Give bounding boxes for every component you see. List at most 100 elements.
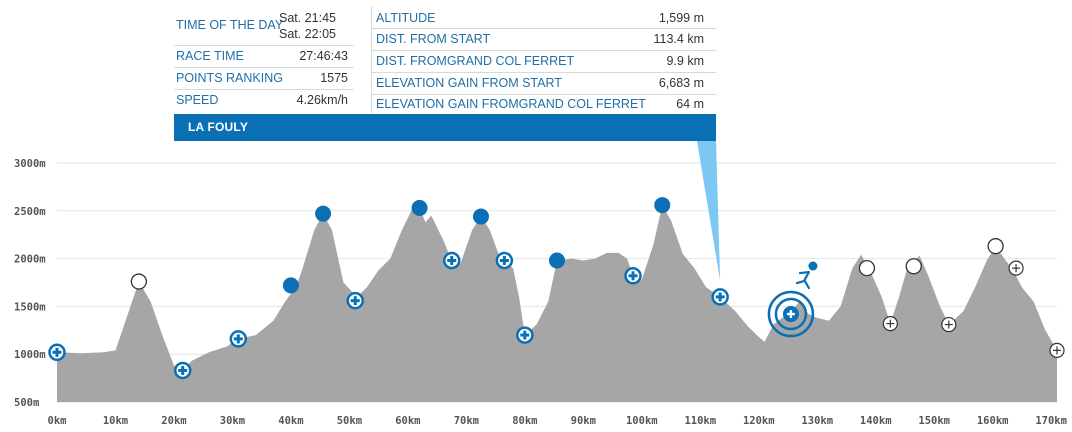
time-of-day-value-2: Sat. 22:05 bbox=[279, 27, 336, 41]
dist-from-start-value: 113.4 km bbox=[653, 32, 705, 46]
aid-station-icon bbox=[1008, 260, 1024, 276]
location-name: LA FOULY bbox=[188, 120, 249, 134]
x-tick-label: 90km bbox=[571, 415, 596, 427]
aid-station-icon bbox=[1049, 342, 1065, 358]
aid-station-cross-v bbox=[450, 256, 454, 266]
gain-from-start-value: 6,683 m bbox=[658, 76, 704, 90]
x-tick-label: 50km bbox=[337, 415, 362, 427]
location-banner: LA FOULY bbox=[174, 114, 716, 141]
summit-marker bbox=[282, 277, 299, 294]
x-tick-label: 20km bbox=[161, 415, 186, 427]
gain-from-col-label: ELEVATION GAIN FROMGRAND COL FERRET bbox=[376, 97, 646, 111]
gain-from-start-label: ELEVATION GAIN FROM START bbox=[376, 76, 562, 90]
altitude-label: ALTITUDE bbox=[376, 11, 436, 25]
runner-ring bbox=[767, 290, 815, 338]
y-tick-label: 500m bbox=[14, 397, 39, 409]
aid-station-cross-v bbox=[631, 271, 635, 281]
x-tick-label: 140km bbox=[860, 415, 892, 427]
y-tick-label: 1500m bbox=[14, 301, 46, 313]
divider bbox=[174, 67, 354, 68]
x-tick-label: 30km bbox=[220, 415, 245, 427]
x-tick-labels: 0km 10km 20km 30km 40km 50km 60km 70km 80km 90km 1… bbox=[48, 415, 1067, 427]
time-of-day-label: TIME OF THE DAY bbox=[176, 18, 284, 32]
runner-body bbox=[795, 270, 811, 290]
aid-station-cross-v bbox=[718, 292, 722, 302]
y-tick-label: 1000m bbox=[14, 349, 46, 361]
x-tick-label: 150km bbox=[918, 415, 950, 427]
summit-marker bbox=[315, 205, 332, 222]
runner-cross-v bbox=[789, 310, 793, 319]
column-divider bbox=[371, 6, 372, 114]
time-of-day-value-1: Sat. 21:45 bbox=[279, 11, 336, 25]
aid-station-cross-v bbox=[181, 365, 185, 375]
aid-station-icon bbox=[516, 326, 534, 344]
aid-station-cross-v bbox=[55, 347, 59, 357]
gain-from-col-value: 64 m bbox=[676, 97, 704, 111]
summit-marker bbox=[987, 238, 1004, 255]
aid-station-cross-v bbox=[948, 320, 950, 329]
divider bbox=[174, 45, 354, 46]
divider bbox=[372, 94, 716, 95]
aid-station-icon bbox=[173, 361, 192, 380]
altitude-value: 1,599 m bbox=[658, 11, 704, 25]
points-ranking-value: 1575 bbox=[320, 71, 348, 85]
summit-marker bbox=[130, 273, 148, 290]
x-tick-label: 40km bbox=[278, 415, 303, 427]
aid-station-icon bbox=[882, 316, 898, 332]
speed-label: SPEED bbox=[176, 93, 219, 107]
aid-station-cross-v bbox=[1015, 264, 1017, 273]
aid-station-icon bbox=[624, 267, 642, 285]
runner-position[interactable] bbox=[767, 261, 818, 338]
aid-station-icon bbox=[48, 343, 66, 362]
aid-station-icon bbox=[229, 330, 248, 348]
y-tick-labels: 500m 1000m 1500m 2000m 2500m 3000m bbox=[14, 158, 46, 409]
x-tick-label: 80km bbox=[512, 415, 537, 427]
x-tick-label: 130km bbox=[801, 415, 833, 427]
aid-station-icon bbox=[941, 316, 957, 333]
runner-icon bbox=[795, 261, 818, 290]
speed-value: 4.26km/h bbox=[296, 93, 348, 107]
summit-marker bbox=[411, 199, 428, 216]
x-tick-label: 10km bbox=[103, 415, 128, 427]
divider bbox=[372, 28, 716, 29]
race-time-value: 27:46:43 bbox=[299, 49, 348, 63]
summit-marker bbox=[549, 252, 565, 269]
x-tick-label: 100km bbox=[626, 415, 658, 427]
elevation-profile-area bbox=[57, 205, 1057, 402]
info-panel: TIME OF THE DAY Sat. 21:45 Sat. 22:05 RA… bbox=[174, 6, 716, 141]
race-time-label: RACE TIME bbox=[176, 49, 244, 63]
x-tick-label: 170km bbox=[1035, 415, 1067, 427]
dist-from-col-label: DIST. FROMGRAND COL FERRET bbox=[376, 54, 575, 68]
y-tick-label: 2500m bbox=[14, 206, 46, 218]
aid-station-icon bbox=[442, 251, 461, 270]
summit-marker bbox=[858, 260, 876, 277]
aid-station-cross-v bbox=[236, 334, 240, 344]
aid-station-cross-v bbox=[889, 319, 891, 328]
location-pointer bbox=[697, 114, 721, 281]
y-tick-label: 2000m bbox=[14, 254, 46, 266]
aid-station-cross-v bbox=[353, 296, 357, 306]
x-tick-label: 70km bbox=[454, 415, 479, 427]
aid-station-icon bbox=[495, 251, 514, 270]
x-tick-label: 120km bbox=[743, 415, 775, 427]
aid-station-cross-v bbox=[502, 256, 506, 266]
divider bbox=[372, 72, 716, 73]
summit-marker bbox=[654, 197, 671, 214]
divider bbox=[372, 50, 716, 51]
summit-marker bbox=[905, 258, 922, 275]
y-tick-label: 3000m bbox=[14, 158, 46, 170]
aid-station-cross-v bbox=[523, 330, 527, 340]
x-tick-label: 110km bbox=[684, 415, 716, 427]
aid-station-icon bbox=[346, 291, 364, 310]
x-tick-label: 60km bbox=[395, 415, 420, 427]
runner-ring bbox=[774, 297, 808, 331]
aid-station-cross-v bbox=[1056, 346, 1058, 355]
x-tick-label: 0km bbox=[48, 415, 67, 427]
x-tick-label: 160km bbox=[977, 415, 1009, 427]
course-markers bbox=[48, 197, 1065, 380]
dist-from-col-value: 9.9 km bbox=[666, 54, 704, 68]
divider bbox=[174, 89, 354, 90]
runner-head bbox=[808, 261, 818, 271]
dist-from-start-label: DIST. FROM START bbox=[376, 32, 491, 46]
